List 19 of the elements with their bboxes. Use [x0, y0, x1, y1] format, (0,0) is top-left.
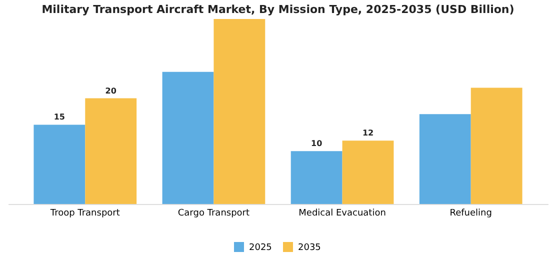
data-label: 12	[362, 128, 374, 138]
data-label: 20	[105, 86, 117, 96]
data-label: 15	[54, 112, 66, 122]
data-label: 10	[311, 139, 323, 148]
bar	[419, 114, 471, 204]
legend-label: 2035	[298, 243, 321, 253]
bar	[34, 124, 86, 204]
bar	[162, 72, 214, 204]
x-tick-label: Troop Transport	[49, 208, 120, 218]
x-tick-label: Cargo Transport	[178, 208, 250, 218]
x-tick-label: Medical Evacuation	[298, 208, 386, 218]
chart-title: Military Transport Aircraft Market, By Mission Type, 2025-2035 (USD Billion)	[42, 3, 514, 16]
bar	[470, 88, 522, 204]
x-tick-label: Refueling	[450, 208, 492, 218]
bar	[342, 140, 394, 204]
legend-label: 2025	[249, 243, 272, 253]
bar	[85, 98, 137, 204]
bar	[214, 19, 266, 204]
bar	[290, 151, 342, 204]
